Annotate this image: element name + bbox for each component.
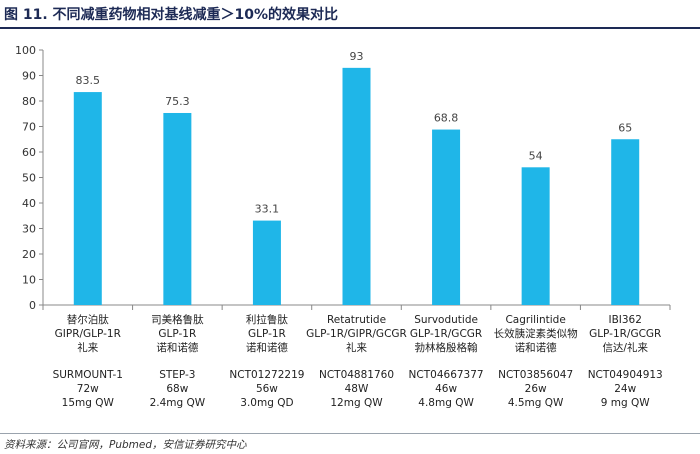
bar: [342, 67, 371, 305]
x-tick-label: 26w: [525, 383, 547, 395]
x-tick-label: 15mg QW: [62, 397, 115, 409]
y-tick-label: 40: [22, 197, 36, 210]
x-tick-label: 56w: [256, 383, 278, 395]
x-tick-label: 诺和诺德: [156, 341, 198, 354]
x-tick-label: 诺和诺德: [246, 341, 288, 354]
y-tick-label: 0: [29, 299, 36, 312]
x-tick-label: Retatrutide: [327, 314, 386, 326]
x-tick-label: 利拉鲁肽: [246, 313, 288, 326]
figure-title: 图 11. 不同减重药物相对基线减重＞10%的效果对比: [4, 7, 339, 23]
x-tick-label: 信达/礼来: [602, 341, 648, 354]
x-tick-label: 礼来: [346, 341, 367, 354]
y-tick-label: 50: [22, 172, 36, 185]
y-tick-label: 70: [22, 121, 36, 134]
y-tick-label: 90: [22, 70, 36, 83]
y-tick-label: 60: [22, 146, 36, 159]
y-tick-label: 80: [22, 95, 36, 108]
x-tick-label: 3.0mg QD: [240, 397, 293, 409]
x-tick-label: 礼来: [77, 341, 98, 354]
data-label: 93: [350, 50, 364, 63]
x-tick-label: 4.8mg QW: [418, 397, 474, 409]
x-tick-label: IBI362: [608, 314, 641, 326]
y-tick-label: 10: [22, 274, 36, 287]
source-divider: [0, 433, 700, 434]
x-tick-label: 勃林格殷格翰: [415, 341, 478, 354]
x-tick-label: Survodutide: [414, 314, 478, 326]
y-tick-label: 30: [22, 223, 36, 236]
x-tick-label: 诺和诺德: [515, 341, 557, 354]
x-tick-label: GLP-1R: [158, 328, 196, 340]
x-tick-label: 替尔泊肽: [67, 313, 109, 326]
x-tick-label: 24w: [614, 383, 636, 395]
data-label: 33.1: [255, 203, 280, 216]
bar: [73, 92, 102, 305]
x-tick-label: GIPR/GLP-1R: [55, 328, 121, 340]
x-tick-label: NCT04881760: [319, 369, 394, 381]
x-tick-label: Cagrilintide: [505, 314, 565, 326]
data-label: 75.3: [165, 95, 190, 108]
x-tick-label: 司美格鲁肽: [151, 313, 204, 326]
bar: [611, 139, 640, 305]
x-tick-label: NCT04904913: [588, 369, 663, 381]
title-bar: 图 11. 不同减重药物相对基线减重＞10%的效果对比: [0, 0, 700, 27]
data-label: 83.5: [76, 74, 101, 87]
data-label: 65: [618, 121, 632, 134]
x-tick-label: NCT04667377: [409, 369, 484, 381]
x-tick-label: 9 mg QW: [601, 397, 651, 409]
x-tick-label: 2.4mg QW: [150, 397, 206, 409]
data-label: 68.8: [434, 112, 459, 125]
bar: [163, 112, 192, 305]
source-note: 资料来源：公司官网，Pubmed，安信证券研究中心: [4, 439, 247, 451]
x-tick-label: SURMOUNT-1: [53, 369, 123, 381]
bar: [521, 167, 550, 305]
data-label: 54: [529, 149, 543, 162]
title-divider: [0, 27, 700, 29]
x-tick-label: GLP-1R: [248, 328, 286, 340]
x-tick-label: 46w: [435, 383, 457, 395]
x-tick-label: NCT01272219: [229, 369, 304, 381]
bar: [432, 129, 461, 305]
x-tick-label: 48W: [345, 383, 369, 395]
x-tick-label: 4.5mg QW: [508, 397, 564, 409]
x-tick-label: GLP-1R/GCGR: [589, 328, 661, 340]
x-tick-label: NCT03856047: [498, 369, 573, 381]
x-tick-label: 长效胰淀素类似物: [494, 327, 578, 340]
x-tick-label: GLP-1R/GIPR/GCGR: [306, 328, 407, 340]
y-tick-label: 100: [15, 44, 36, 57]
x-tick-label: STEP-3: [159, 369, 195, 381]
x-tick-label: 12mg QW: [330, 397, 383, 409]
y-tick-label: 20: [22, 248, 36, 261]
x-tick-label: GLP-1R/GCGR: [410, 328, 482, 340]
x-tick-label: 68w: [166, 383, 188, 395]
x-tick-label: 72w: [77, 383, 99, 395]
bar: [252, 220, 281, 305]
